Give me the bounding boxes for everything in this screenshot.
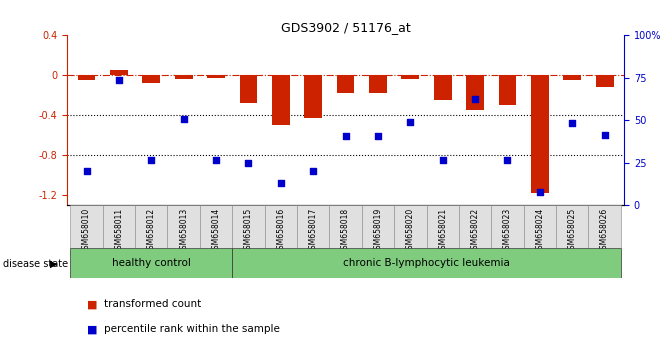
Bar: [174, 75, 193, 79]
Bar: [337, 75, 354, 93]
Bar: [78, 75, 95, 80]
Bar: [427, 205, 459, 248]
Text: GSM658012: GSM658012: [147, 207, 156, 253]
Text: ▶: ▶: [50, 259, 57, 269]
Point: [211, 157, 221, 163]
Point: [243, 160, 254, 166]
Text: disease state: disease state: [3, 259, 68, 269]
Bar: [240, 75, 258, 103]
Bar: [70, 248, 232, 278]
Text: GSM658019: GSM658019: [374, 207, 382, 254]
Bar: [304, 75, 322, 118]
Bar: [207, 75, 225, 78]
Text: GSM658013: GSM658013: [179, 207, 188, 254]
Bar: [329, 205, 362, 248]
Point: [437, 157, 448, 163]
Text: GSM658010: GSM658010: [82, 207, 91, 254]
Point: [113, 77, 124, 83]
Bar: [297, 205, 329, 248]
Point: [470, 97, 480, 102]
Point: [502, 157, 513, 163]
Bar: [459, 205, 491, 248]
Bar: [232, 248, 621, 278]
Bar: [588, 205, 621, 248]
Point: [372, 133, 383, 139]
Text: healthy control: healthy control: [112, 258, 191, 268]
Text: GSM658023: GSM658023: [503, 207, 512, 254]
Text: ■: ■: [87, 324, 98, 334]
Point: [81, 169, 92, 174]
Bar: [369, 75, 387, 93]
Bar: [142, 75, 160, 84]
Point: [599, 132, 610, 137]
Bar: [523, 205, 556, 248]
Point: [340, 133, 351, 139]
Bar: [70, 205, 103, 248]
Bar: [491, 205, 523, 248]
Text: percentile rank within the sample: percentile rank within the sample: [104, 324, 280, 334]
Title: GDS3902 / 51176_at: GDS3902 / 51176_at: [280, 21, 411, 34]
Point: [535, 189, 546, 195]
Text: GSM658011: GSM658011: [115, 207, 123, 253]
Text: GSM658025: GSM658025: [568, 207, 576, 254]
Text: GSM658021: GSM658021: [438, 207, 447, 253]
Bar: [499, 75, 517, 105]
Bar: [110, 70, 127, 75]
Text: GSM658026: GSM658026: [600, 207, 609, 254]
Bar: [394, 205, 427, 248]
Text: GSM658017: GSM658017: [309, 207, 317, 254]
Point: [275, 180, 286, 185]
Bar: [556, 205, 588, 248]
Bar: [433, 75, 452, 101]
Bar: [466, 75, 484, 110]
Bar: [272, 75, 290, 125]
Text: GSM658015: GSM658015: [244, 207, 253, 254]
Point: [567, 120, 578, 126]
Text: chronic B-lymphocytic leukemia: chronic B-lymphocytic leukemia: [343, 258, 510, 268]
Text: GSM658018: GSM658018: [341, 207, 350, 253]
Bar: [564, 75, 581, 80]
Bar: [168, 205, 200, 248]
Bar: [232, 205, 264, 248]
Point: [178, 116, 189, 121]
Text: GSM658016: GSM658016: [276, 207, 285, 254]
Point: [405, 119, 416, 125]
Bar: [200, 205, 232, 248]
Bar: [401, 75, 419, 79]
Text: GSM658014: GSM658014: [211, 207, 221, 254]
Bar: [596, 75, 613, 87]
Text: GSM658020: GSM658020: [406, 207, 415, 254]
Point: [308, 169, 319, 174]
Text: ■: ■: [87, 299, 98, 309]
Text: GSM658024: GSM658024: [535, 207, 544, 254]
Bar: [531, 75, 549, 193]
Bar: [264, 205, 297, 248]
Point: [146, 157, 156, 163]
Text: transformed count: transformed count: [104, 299, 201, 309]
Bar: [103, 205, 135, 248]
Bar: [362, 205, 394, 248]
Text: GSM658022: GSM658022: [470, 207, 480, 253]
Bar: [135, 205, 168, 248]
